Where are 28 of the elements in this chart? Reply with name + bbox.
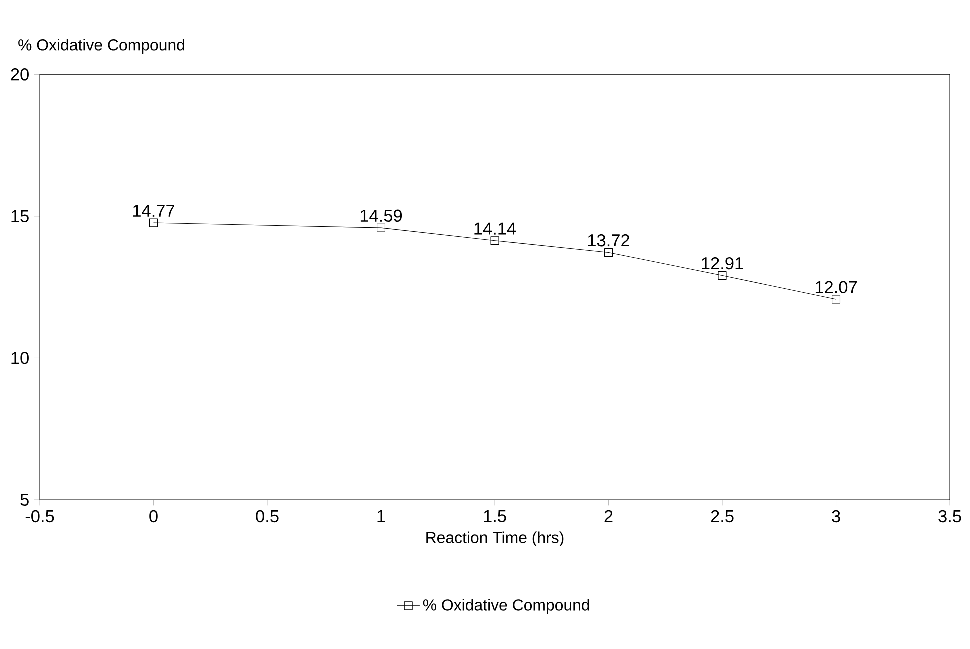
x-tick-label: 1 <box>378 510 386 522</box>
x-axis-title: Reaction Time (hrs) <box>426 532 564 547</box>
x-tick-label: 1.5 <box>484 510 506 522</box>
legend-label: % Oxidative Compound <box>423 599 590 614</box>
x-tick-label: 0.5 <box>256 510 279 523</box>
data-label: 14.14 <box>474 222 516 235</box>
point <box>832 295 841 304</box>
point <box>150 218 158 228</box>
x-tick-label: 2 <box>604 510 613 522</box>
data-label: 12.07 <box>816 281 857 294</box>
point <box>377 224 386 232</box>
x-tick-label: 2.5 <box>711 510 734 523</box>
data-label: 14.59 <box>360 210 402 222</box>
y-axis-title: % Oxidative Compound <box>18 39 184 54</box>
point <box>604 248 614 257</box>
y-tick-label: 5 <box>20 494 29 506</box>
point <box>718 271 727 280</box>
y-tick-label: 15 <box>12 210 29 222</box>
data-label: 12.91 <box>702 257 744 270</box>
data-label: 14.77 <box>133 205 174 217</box>
x-tick-label: 0 <box>150 510 158 523</box>
x-tick-label: 3 <box>832 510 840 523</box>
point <box>490 236 500 246</box>
x-tick-label: -0.5 <box>26 510 54 523</box>
x-tick-label: 3.5 <box>938 510 962 523</box>
data-label: 13.72 <box>588 234 630 247</box>
y-tick-label: 20 <box>11 68 29 81</box>
y-tick-label: 10 <box>12 352 29 364</box>
